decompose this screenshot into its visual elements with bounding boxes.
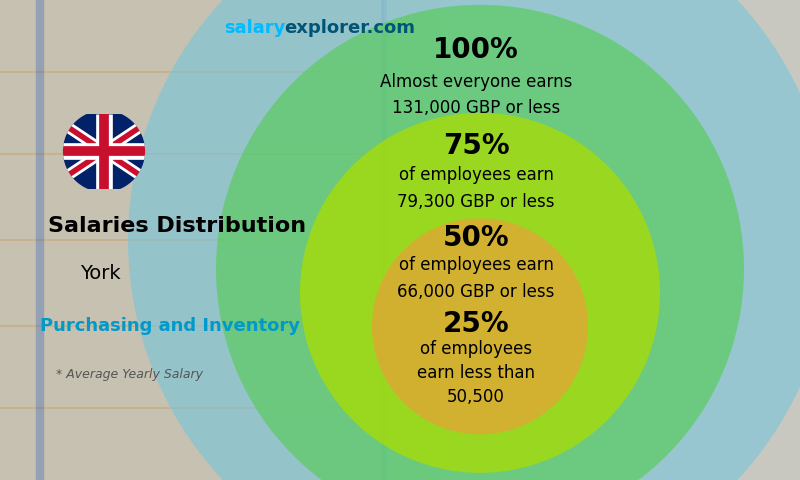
Text: 50%: 50% xyxy=(442,224,510,252)
Text: 50,500: 50,500 xyxy=(447,388,505,407)
Text: 100%: 100% xyxy=(433,36,519,64)
Text: earn less than: earn less than xyxy=(417,364,535,383)
Text: of employees earn: of employees earn xyxy=(398,166,554,184)
FancyBboxPatch shape xyxy=(0,0,440,480)
Text: Salaries Distribution: Salaries Distribution xyxy=(48,216,306,236)
Text: Almost everyone earns: Almost everyone earns xyxy=(380,72,572,91)
Text: 75%: 75% xyxy=(442,132,510,160)
Text: 131,000 GBP or less: 131,000 GBP or less xyxy=(392,99,560,117)
Ellipse shape xyxy=(300,113,660,473)
Text: of employees earn: of employees earn xyxy=(398,256,554,275)
Ellipse shape xyxy=(216,5,744,480)
Text: 66,000 GBP or less: 66,000 GBP or less xyxy=(398,283,554,301)
Text: 79,300 GBP or less: 79,300 GBP or less xyxy=(398,192,554,211)
Text: Purchasing and Inventory: Purchasing and Inventory xyxy=(40,317,300,336)
Text: 25%: 25% xyxy=(442,310,510,338)
Text: * Average Yearly Salary: * Average Yearly Salary xyxy=(56,368,203,381)
FancyBboxPatch shape xyxy=(384,0,800,480)
Ellipse shape xyxy=(128,0,800,480)
Text: of employees: of employees xyxy=(420,340,532,359)
Ellipse shape xyxy=(372,218,588,434)
Text: explorer.com: explorer.com xyxy=(284,19,415,37)
Text: salary: salary xyxy=(224,19,286,37)
Text: York: York xyxy=(80,264,121,283)
